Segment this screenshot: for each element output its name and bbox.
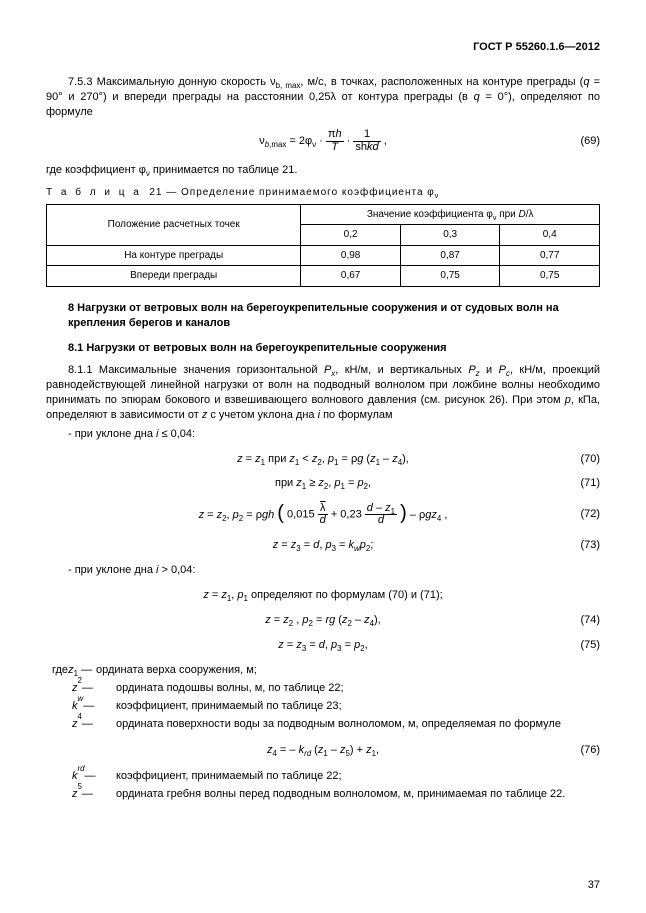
equation-a: z = z1, p1 определяют по формулам (70) и…	[46, 588, 600, 603]
equation-71: при z1 ≥ z2, p1 = p2,(71)	[46, 476, 600, 491]
table-21: Положение расчетных точек Значение коэфф…	[46, 204, 600, 287]
table-caption: Т а б л и ц а 21 — Определение принимаем…	[46, 186, 600, 200]
page-number: 37	[588, 878, 600, 893]
slope-gt-004: - при уклоне дна i > 0,04:	[46, 563, 600, 578]
table-row: На контуре преграды 0,98 0,87 0,77	[47, 245, 600, 266]
doc-header: ГОСТ Р 55260.1.6—2012	[46, 40, 600, 55]
equation-69: νb,max = 2φν · πhT · 1shkd , (69)	[46, 129, 600, 153]
after-eq69: где коэффициент φν принимается по таблиц…	[46, 163, 600, 178]
equation-76: z4 = – krd (z1 – z5) + z1,(76)	[46, 743, 600, 758]
para-7-5-3: 7.5.3 Максимальную донную скорость νb, m…	[46, 75, 600, 120]
definitions-block-2: krd —коэффициент, принимаемый по таблице…	[46, 768, 600, 803]
th-position: Положение расчетных точек	[47, 204, 301, 245]
heading-8-1: 8.1 Нагрузки от ветровых волн на берегоу…	[68, 341, 600, 356]
eq-number: (69)	[387, 134, 600, 149]
th-values: Значение коэффициента φν при D/λ	[301, 204, 600, 225]
equation-75: z = z3 = d, p3 = p2,(75)	[46, 638, 600, 653]
definitions-block: где z1 —ордината верха сооружения, м; z2…	[46, 662, 600, 732]
table-row: Впереди преграды 0,67 0,75 0,75	[47, 266, 600, 287]
col-04: 0,4	[500, 225, 600, 246]
para-8-1-1: 8.1.1 Максимальные значения горизонтальн…	[46, 363, 600, 422]
col-03: 0,3	[400, 225, 500, 246]
slope-le-004: - при уклоне дна i ≤ 0,04:	[46, 427, 600, 442]
equation-73: z = z3 = d, p3 = kwp2;(73)	[46, 538, 600, 553]
col-02: 0,2	[301, 225, 401, 246]
equation-74: z = z2 , p2 = rg (z2 – z4),(74)	[46, 613, 600, 628]
equation-70: z = z1 при z1 < z2, p1 = ρg (z1 – z4),(7…	[46, 452, 600, 467]
equation-72: z = z2, p2 = ρgh ( 0,015 λd + 0,23 d – z…	[46, 501, 600, 528]
heading-8: 8 Нагрузки от ветровых волн на берегоукр…	[68, 301, 600, 331]
